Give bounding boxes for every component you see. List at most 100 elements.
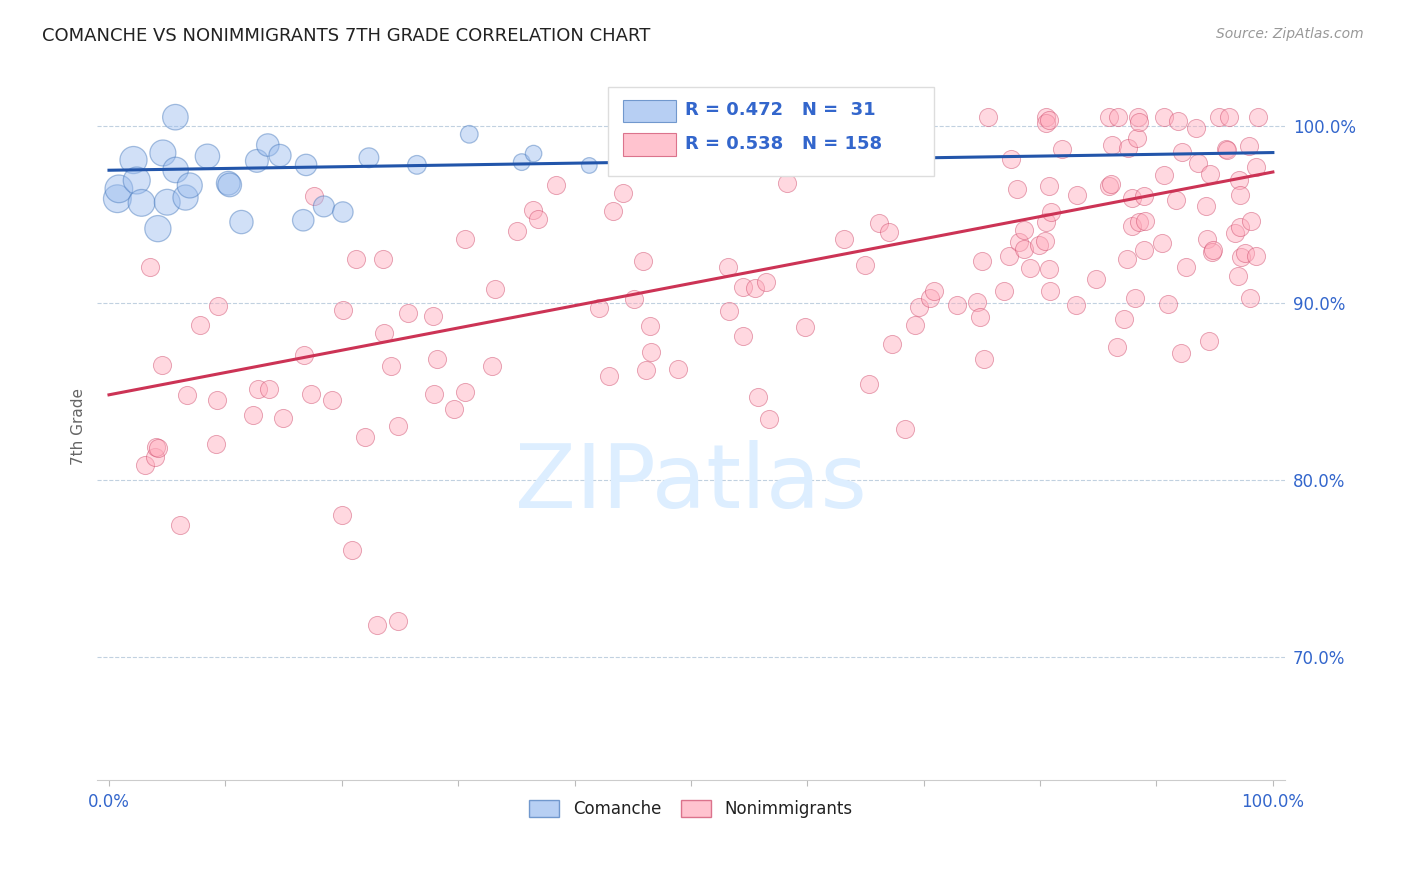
Point — [1008, 235, 1031, 249]
Point — [188, 318, 211, 333]
Point — [205, 436, 228, 450]
Point — [1040, 205, 1063, 219]
Point — [612, 186, 634, 200]
Point — [1153, 168, 1175, 182]
Point — [1000, 153, 1022, 167]
Point — [246, 153, 269, 168]
Point — [422, 309, 444, 323]
Point — [271, 410, 294, 425]
Point — [1038, 113, 1060, 128]
Point — [598, 368, 620, 383]
Point — [1133, 214, 1156, 228]
Point — [387, 419, 409, 434]
Point — [357, 151, 380, 165]
Point — [1126, 131, 1149, 145]
Point — [454, 385, 477, 400]
Point — [1240, 213, 1263, 227]
Point — [1198, 334, 1220, 348]
Point — [1028, 237, 1050, 252]
Point — [522, 146, 544, 161]
Point — [602, 204, 624, 219]
Point — [877, 225, 900, 239]
Point — [1175, 260, 1198, 274]
Point — [1116, 252, 1139, 267]
Point — [131, 195, 153, 210]
Point — [1166, 193, 1188, 207]
Point — [295, 158, 318, 172]
Point — [344, 252, 367, 266]
Point — [733, 280, 755, 294]
Point — [1128, 115, 1150, 129]
Point — [458, 128, 481, 142]
Point — [371, 252, 394, 267]
Point — [1128, 215, 1150, 229]
Point — [176, 387, 198, 401]
Point — [342, 543, 364, 558]
Point — [922, 285, 945, 299]
Point — [969, 310, 991, 324]
Point — [108, 182, 131, 196]
Point — [1229, 220, 1251, 235]
Point — [1185, 120, 1208, 135]
Point — [406, 158, 429, 172]
Point — [242, 408, 264, 422]
Point — [207, 299, 229, 313]
Point — [544, 178, 567, 193]
Point — [1066, 188, 1088, 202]
Point — [332, 205, 354, 219]
Point — [832, 232, 855, 246]
Point — [638, 318, 661, 333]
Point — [1114, 312, 1136, 326]
Point — [578, 158, 600, 172]
Point — [1227, 268, 1250, 283]
Point — [1099, 177, 1122, 191]
FancyBboxPatch shape — [607, 87, 935, 176]
Point — [1225, 226, 1247, 240]
Point — [1128, 110, 1150, 124]
Point — [134, 458, 156, 473]
Point — [1239, 138, 1261, 153]
Point — [156, 195, 179, 210]
Point — [1038, 261, 1060, 276]
Point — [218, 178, 240, 192]
Point — [908, 300, 931, 314]
Point — [1107, 110, 1129, 124]
Point — [1216, 143, 1239, 157]
Point — [758, 411, 780, 425]
Point — [526, 211, 548, 226]
Text: Source: ZipAtlas.com: Source: ZipAtlas.com — [1216, 27, 1364, 41]
Point — [1132, 243, 1154, 257]
Point — [1157, 297, 1180, 311]
Point — [145, 440, 167, 454]
Point — [1133, 189, 1156, 203]
Point — [747, 390, 769, 404]
Point — [217, 176, 239, 190]
Y-axis label: 7th Grade: 7th Grade — [72, 388, 86, 465]
Point — [1202, 244, 1225, 258]
Point — [426, 352, 449, 367]
Point — [666, 361, 689, 376]
Point — [1123, 291, 1146, 305]
Point — [717, 304, 740, 318]
Point — [1035, 116, 1057, 130]
Point — [422, 387, 444, 401]
Point — [484, 282, 506, 296]
Point — [1050, 142, 1073, 156]
Point — [231, 215, 253, 229]
Point — [896, 134, 918, 148]
Point — [165, 110, 187, 124]
Point — [332, 508, 354, 522]
Point — [247, 382, 270, 396]
Point — [373, 326, 395, 341]
Point — [1201, 244, 1223, 259]
Point — [640, 344, 662, 359]
Point — [744, 281, 766, 295]
Point — [481, 359, 503, 374]
Point — [179, 178, 201, 193]
Point — [634, 363, 657, 377]
Point — [257, 382, 280, 396]
Point — [1244, 249, 1267, 263]
Point — [1014, 242, 1036, 256]
Point — [302, 189, 325, 203]
Point — [1234, 245, 1257, 260]
